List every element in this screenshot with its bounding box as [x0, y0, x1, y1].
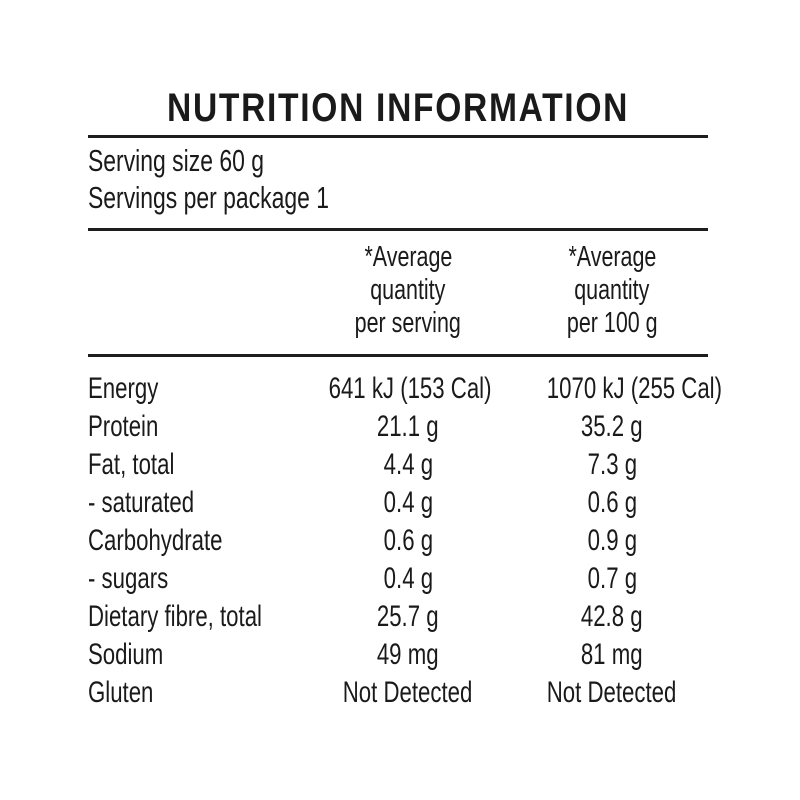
header-line: per serving: [354, 307, 462, 339]
header-line: *Average: [568, 241, 656, 273]
value-per-100g: 0.7 g: [587, 562, 637, 595]
divider-top: [88, 135, 708, 138]
value-per-100g: 1070 kJ (255 Cal): [546, 372, 723, 405]
row-fat-total: Fat, total 4.4 g 7.3 g: [88, 446, 708, 484]
row-label: Fat, total: [88, 448, 175, 481]
serving-info: Serving size 60 g Servings per package 1: [88, 142, 414, 216]
row-dietary-fibre: Dietary fibre, total 25.7 g 42.8 g: [88, 598, 708, 636]
serving-size-line: Serving size 60 g: [88, 142, 414, 179]
value-per-serving: Not Detected: [343, 676, 473, 709]
header-line: *Average: [364, 241, 452, 273]
serving-size-text: Serving size 60 g: [88, 143, 264, 178]
servings-per-package-text: Servings per package 1: [88, 180, 330, 215]
row-label: Energy: [88, 372, 159, 405]
value-per-100g: 35.2 g: [581, 410, 643, 443]
row-label: Carbohydrate: [88, 524, 223, 557]
value-per-100g: 81 mg: [581, 638, 643, 671]
nutrition-table-body: Energy 641 kJ (153 Cal) 1070 kJ (255 Cal…: [88, 370, 722, 712]
row-gluten: Gluten Not Detected Not Detected: [88, 674, 708, 712]
value-per-100g: Not Detected: [547, 676, 677, 709]
value-per-serving: 0.6 g: [383, 524, 433, 557]
value-per-serving: 641 kJ (153 Cal): [328, 372, 492, 405]
value-per-serving: 4.4 g: [383, 448, 433, 481]
header-line: quantity: [370, 274, 446, 306]
value-per-serving: 21.1 g: [377, 410, 439, 443]
panel-title-text: NUTRITION INFORMATION: [166, 86, 630, 130]
value-per-serving: 49 mg: [377, 638, 439, 671]
value-per-100g: 7.3 g: [587, 448, 637, 481]
value-per-serving: 25.7 g: [377, 600, 439, 633]
row-label: Sodium: [88, 638, 164, 671]
divider-header: [88, 354, 708, 357]
value-per-serving: 0.4 g: [383, 562, 433, 595]
row-energy: Energy 641 kJ (153 Cal) 1070 kJ (255 Cal…: [88, 370, 722, 408]
label-column-spacer: [88, 241, 300, 340]
column-header-per-100g: *Average quantity per 100 g: [516, 241, 708, 340]
header-line: per 100 g: [566, 307, 658, 339]
panel-title: NUTRITION INFORMATION: [88, 86, 708, 130]
column-headers: *Average quantity per serving *Average q…: [88, 241, 708, 340]
row-label: - sugars: [88, 562, 169, 595]
row-label: Protein: [88, 410, 159, 443]
row-sodium: Sodium 49 mg 81 mg: [88, 636, 708, 674]
header-line: quantity: [574, 274, 650, 306]
value-per-100g: 0.6 g: [587, 486, 637, 519]
row-protein: Protein 21.1 g 35.2 g: [88, 408, 708, 446]
servings-per-package-line: Servings per package 1: [88, 179, 414, 216]
row-carbohydrate: Carbohydrate 0.6 g 0.9 g: [88, 522, 708, 560]
value-per-serving: 0.4 g: [383, 486, 433, 519]
nutrition-panel: NUTRITION INFORMATION Serving size 60 g …: [88, 0, 722, 800]
row-label: Dietary fibre, total: [88, 600, 262, 633]
value-per-100g: 0.9 g: [587, 524, 637, 557]
value-per-100g: 42.8 g: [581, 600, 643, 633]
row-saturated: - saturated 0.4 g 0.6 g: [88, 484, 708, 522]
column-header-per-serving: *Average quantity per serving: [300, 241, 516, 340]
row-label: Gluten: [88, 676, 154, 709]
row-label: - saturated: [88, 486, 195, 519]
row-sugars: - sugars 0.4 g 0.7 g: [88, 560, 708, 598]
divider-serving: [88, 228, 708, 231]
